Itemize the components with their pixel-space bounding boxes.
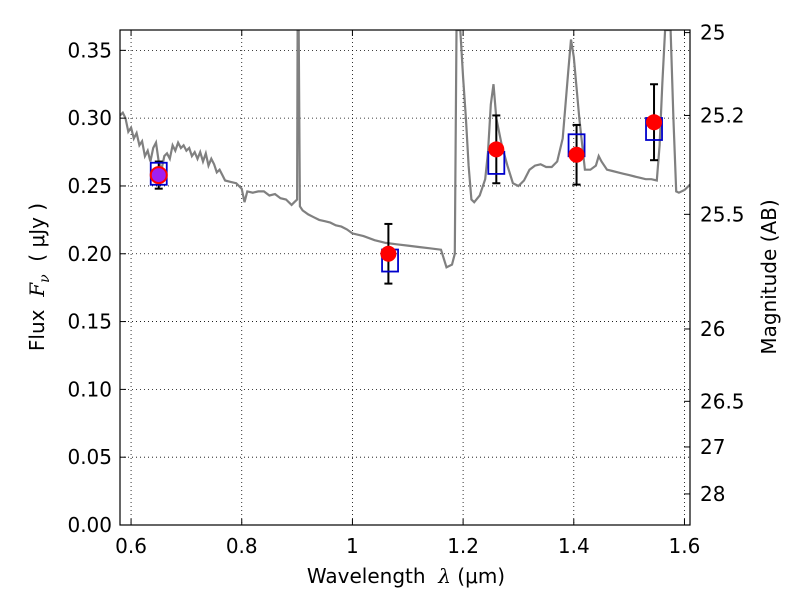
x-tick-label: 1.6 (669, 534, 701, 558)
model-spectrum-line (120, 30, 690, 269)
y-axis-unit: ( μJy ) (25, 203, 49, 275)
model-spectrum-layer (120, 30, 690, 269)
y-tick-label: 0.00 (67, 513, 112, 537)
right-tick-label: 25 (700, 21, 725, 45)
right-tick-label: 27 (700, 435, 725, 459)
right-tick-label: 28 (700, 482, 725, 506)
x-tick-label: 1.2 (447, 534, 479, 558)
y-axis-f-symbol: F (25, 282, 49, 298)
right-tick-label: 26.5 (700, 389, 745, 413)
y-tick-label: 0.20 (67, 242, 112, 266)
y-tick-label: 0.25 (67, 174, 112, 198)
y-tick-label: 0.05 (67, 445, 112, 469)
x-axis-lambda: λ (437, 564, 451, 588)
y-tick-label: 0.30 (67, 106, 112, 130)
y-axis-label: Flux Fν ( μJy ) (25, 203, 53, 351)
observed-point (568, 146, 585, 163)
x-tick-label: 1 (346, 534, 359, 558)
grid-lines (120, 30, 690, 526)
x-axis-unit: (μm) (451, 564, 505, 588)
right-tick-label: 26 (700, 317, 725, 341)
observed-point (488, 141, 505, 158)
y-axis-label-prefix: Flux (25, 297, 49, 351)
model-photometry-boxes (149, 117, 663, 273)
plot-frame (119, 29, 691, 526)
axis-ticks (120, 30, 690, 526)
x-axis-label-prefix: Wavelength (307, 564, 438, 588)
x-tick-label: 1.4 (558, 534, 590, 558)
x-axis-label: Wavelength λ (μm) (307, 564, 505, 588)
y-axis-nu-subscript: ν (37, 274, 53, 283)
error-bars (154, 83, 659, 285)
y-tick-labels: 0.00 0.05 0.10 0.15 0.20 0.25 0.30 0.35 (67, 38, 112, 537)
y-tick-label: 0.10 (67, 377, 112, 401)
right-tick-label: 25.5 (700, 202, 745, 226)
y-tick-label: 0.15 (67, 310, 112, 334)
right-axis-label: Magnitude (AB) (757, 199, 781, 354)
right-tick-labels: 25 25.2 25.5 26 26.5 27 28 (700, 21, 745, 506)
observed-point (149, 166, 168, 185)
observed-point (646, 114, 663, 131)
x-tick-label: 0.6 (115, 534, 147, 558)
observed-point (380, 245, 397, 262)
right-tick-label: 25.2 (700, 103, 745, 127)
x-tick-labels: 0.6 0.8 1 1.2 1.4 1.6 (115, 534, 700, 558)
y-tick-label: 0.35 (67, 38, 112, 62)
x-tick-label: 0.8 (226, 534, 258, 558)
observed-points (149, 114, 663, 262)
